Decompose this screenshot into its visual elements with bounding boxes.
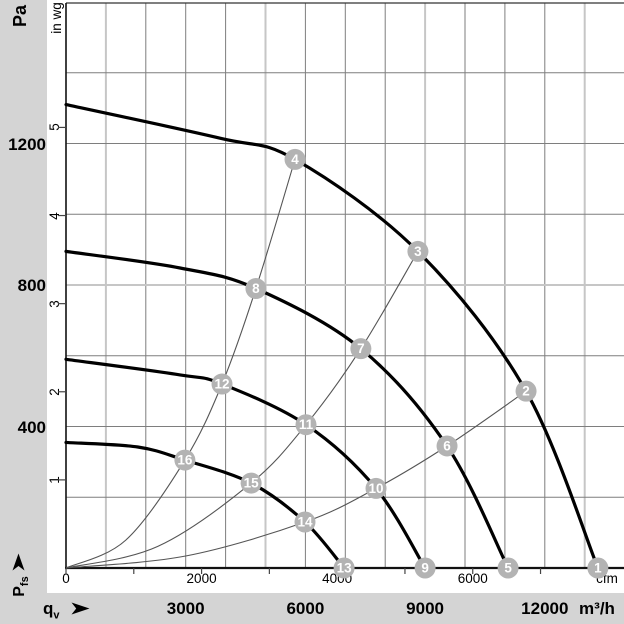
operating-point-label-10: 10 (369, 481, 384, 496)
operating-point-10 (365, 477, 387, 499)
m3h-tick-label-3000: 3000 (166, 599, 205, 618)
pfs-label: Pfs (10, 576, 32, 597)
pa-tick-label-1200: 1200 (8, 134, 46, 154)
operating-point-4 (284, 148, 306, 170)
y-axis-title-pfs: Pfs (10, 547, 32, 603)
cfm-tick-label-4000: 4000 (322, 571, 353, 586)
operating-point-label-2: 2 (522, 384, 530, 399)
fan-curve-1 (64, 102, 600, 570)
right-arrow-icon (71, 600, 90, 620)
m3h-tick-label-6000: 6000 (286, 599, 325, 618)
bottom-axis-band (0, 593, 624, 624)
operating-point-label-5: 5 (504, 561, 512, 576)
inwg-tick-label-5: 5 (47, 123, 62, 132)
pa-tick-label-400: 400 (17, 417, 46, 437)
inwg-tick-label-3: 3 (47, 299, 62, 308)
operating-point-label-11: 11 (299, 417, 314, 432)
fan-curve-3 (64, 357, 427, 570)
operating-point-label-8: 8 (252, 281, 260, 296)
x-axis-unit-m3h: m³/h (579, 599, 615, 618)
operating-point-9 (414, 557, 436, 579)
operating-point-12 (211, 373, 233, 395)
operating-point-7 (350, 338, 372, 360)
fan-curve-2 (64, 249, 510, 570)
operating-point-11 (295, 414, 317, 436)
pa-tick-label-800: 800 (17, 276, 46, 295)
m3h-tick-label-12000: 12000 (521, 599, 569, 618)
operating-point-label-12: 12 (214, 377, 229, 392)
operating-point-label-14: 14 (297, 515, 313, 530)
operating-point-3 (407, 240, 429, 262)
qv-label: qv (43, 599, 60, 622)
operating-point-15 (240, 472, 262, 494)
inwg-tick-label-2: 2 (47, 388, 62, 396)
operating-point-14 (294, 511, 316, 533)
operating-point-5 (497, 557, 519, 579)
system-curve-b (65, 251, 419, 569)
operating-point-label-4: 4 (291, 152, 299, 167)
operating-point-label-9: 9 (421, 561, 429, 576)
m3h-tick-label-9000: 9000 (406, 599, 444, 618)
operating-point-6 (436, 435, 458, 457)
operating-point-label-7: 7 (357, 341, 365, 356)
operating-point-label-16: 16 (177, 453, 193, 468)
operating-point-8 (245, 278, 267, 300)
inwg-tick-label-4: 4 (47, 211, 62, 220)
operating-point-label-3: 3 (414, 244, 422, 259)
operating-point-label-15: 15 (244, 476, 260, 491)
cfm-tick-label-0: 0 (62, 571, 70, 586)
x-axis-title-qv: qv (43, 599, 90, 621)
operating-point-2 (515, 380, 537, 402)
operating-point-label-6: 6 (443, 438, 451, 453)
cfm-tick-label-6000: 6000 (457, 571, 488, 586)
y-axis-unit-inwg: in wg (48, 2, 64, 34)
operating-point-16 (174, 449, 196, 471)
y-axis-unit-pa: Pa (9, 4, 30, 28)
up-arrow-icon (12, 553, 30, 571)
left-axis-band (0, 0, 47, 624)
x-axis-unit-cfm: cfm (596, 571, 618, 586)
inwg-tick-label-1: 1 (47, 476, 62, 484)
fan-curve-4 (64, 440, 346, 570)
system-curve-a (65, 159, 296, 569)
cfm-tick-label-2000: 2000 (186, 571, 217, 586)
system-curve-c (65, 390, 527, 569)
